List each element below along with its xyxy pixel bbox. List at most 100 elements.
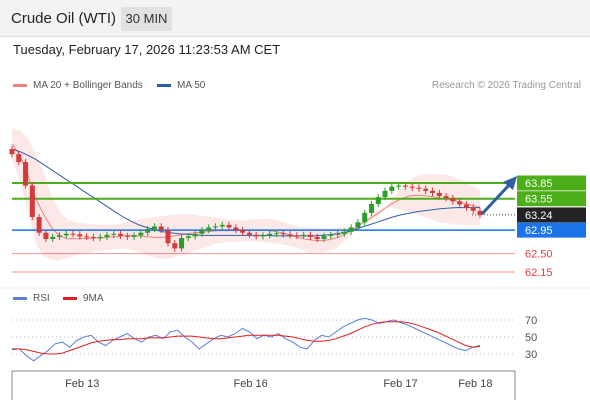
ma20-swatch [13, 83, 27, 87]
rsi-ma-label: 9MA [83, 293, 104, 304]
candle [335, 233, 341, 235]
candle [179, 237, 185, 249]
rsi-tick-label: 30 [525, 349, 537, 361]
copyright: Research © 2026 Trading Central [431, 80, 581, 91]
candle [151, 226, 157, 230]
rsi-tick-label: 50 [525, 332, 537, 344]
candle [172, 243, 178, 249]
ma50-label: MA 50 [177, 80, 206, 91]
trend-arrow-head [503, 176, 517, 190]
candle [389, 186, 395, 191]
bollinger-band [12, 128, 480, 260]
candle [212, 226, 218, 228]
candle [84, 236, 90, 238]
candle [457, 201, 463, 205]
candle [396, 185, 402, 187]
candle [416, 187, 422, 189]
pivot-label-box [517, 222, 586, 238]
candle [341, 231, 347, 234]
candle [321, 235, 327, 240]
candle [16, 154, 22, 163]
candle [267, 233, 273, 236]
candle [111, 233, 117, 235]
candle [368, 203, 374, 213]
candle [206, 227, 212, 231]
candle [124, 235, 130, 237]
candle [294, 235, 300, 237]
candle [328, 234, 334, 236]
rsi-ma-line [12, 321, 481, 355]
candle [470, 207, 476, 211]
resistance-label: 63.85 [525, 178, 553, 190]
trend-arrow-shaft [480, 182, 512, 216]
candle [90, 236, 96, 238]
candle [314, 236, 320, 240]
ma50-line [11, 148, 480, 237]
candle [158, 226, 164, 231]
candle [246, 232, 252, 235]
candle [280, 233, 286, 235]
support-label: 62.50 [525, 249, 553, 261]
candle [104, 234, 110, 237]
candle [260, 235, 266, 237]
ma50-swatch [157, 83, 171, 87]
candle [423, 188, 429, 191]
candle [443, 196, 449, 199]
x-tick-label: Feb 18 [458, 378, 492, 390]
legend-ma50: MA 50 [157, 80, 205, 91]
candle [145, 229, 151, 233]
instrument-title: Crude Oil (WTI) [11, 10, 116, 27]
candle [9, 148, 15, 155]
candle [477, 210, 483, 215]
candle [43, 232, 49, 240]
rsi-line [11, 317, 481, 362]
candle [348, 227, 354, 232]
candle [185, 236, 191, 238]
pivot-label: 62.95 [525, 225, 553, 237]
candle [274, 233, 280, 235]
legend-ma20: MA 20 + Bollinger Bands [13, 80, 143, 91]
x-tick-label: Feb 16 [234, 378, 268, 390]
candle [450, 198, 456, 202]
x-tick-label: Feb 13 [65, 378, 99, 390]
resistance-label: 63.55 [525, 194, 553, 206]
candle [63, 233, 69, 236]
candle [131, 235, 137, 237]
candle [70, 233, 76, 235]
candle [118, 233, 124, 236]
candle [199, 230, 205, 234]
current-label: 63.24 [525, 210, 553, 222]
candle [97, 236, 103, 238]
candle [240, 230, 246, 233]
rsi-ma-swatch [63, 296, 77, 300]
candle [77, 234, 83, 237]
candle [56, 235, 62, 237]
candle [226, 224, 232, 228]
support-label: 62.15 [525, 267, 553, 279]
candle [138, 232, 144, 236]
legend-rsi-ma: 9MA [63, 293, 104, 304]
rsi-swatch [13, 296, 27, 300]
chart-header: Crude Oil (WTI) 30 MIN [0, 0, 590, 37]
candle [382, 190, 388, 198]
candle [287, 234, 293, 236]
candle [192, 233, 198, 237]
candle [165, 230, 171, 244]
ma20-label: MA 20 + Bollinger Bands [33, 80, 143, 91]
candle [301, 234, 307, 236]
candle [463, 204, 469, 208]
candle [23, 162, 29, 186]
candle [36, 217, 42, 233]
current-label-box [517, 207, 586, 223]
candle [355, 222, 361, 228]
candle [375, 197, 381, 204]
candle [362, 212, 368, 223]
timeframe-badge[interactable]: 30 MIN [121, 7, 172, 31]
candle [436, 192, 442, 197]
candle [430, 190, 436, 193]
candle [307, 234, 313, 237]
resistance-label-box [517, 175, 586, 191]
candle [402, 185, 408, 187]
legend-rsi: RSI [13, 293, 50, 304]
